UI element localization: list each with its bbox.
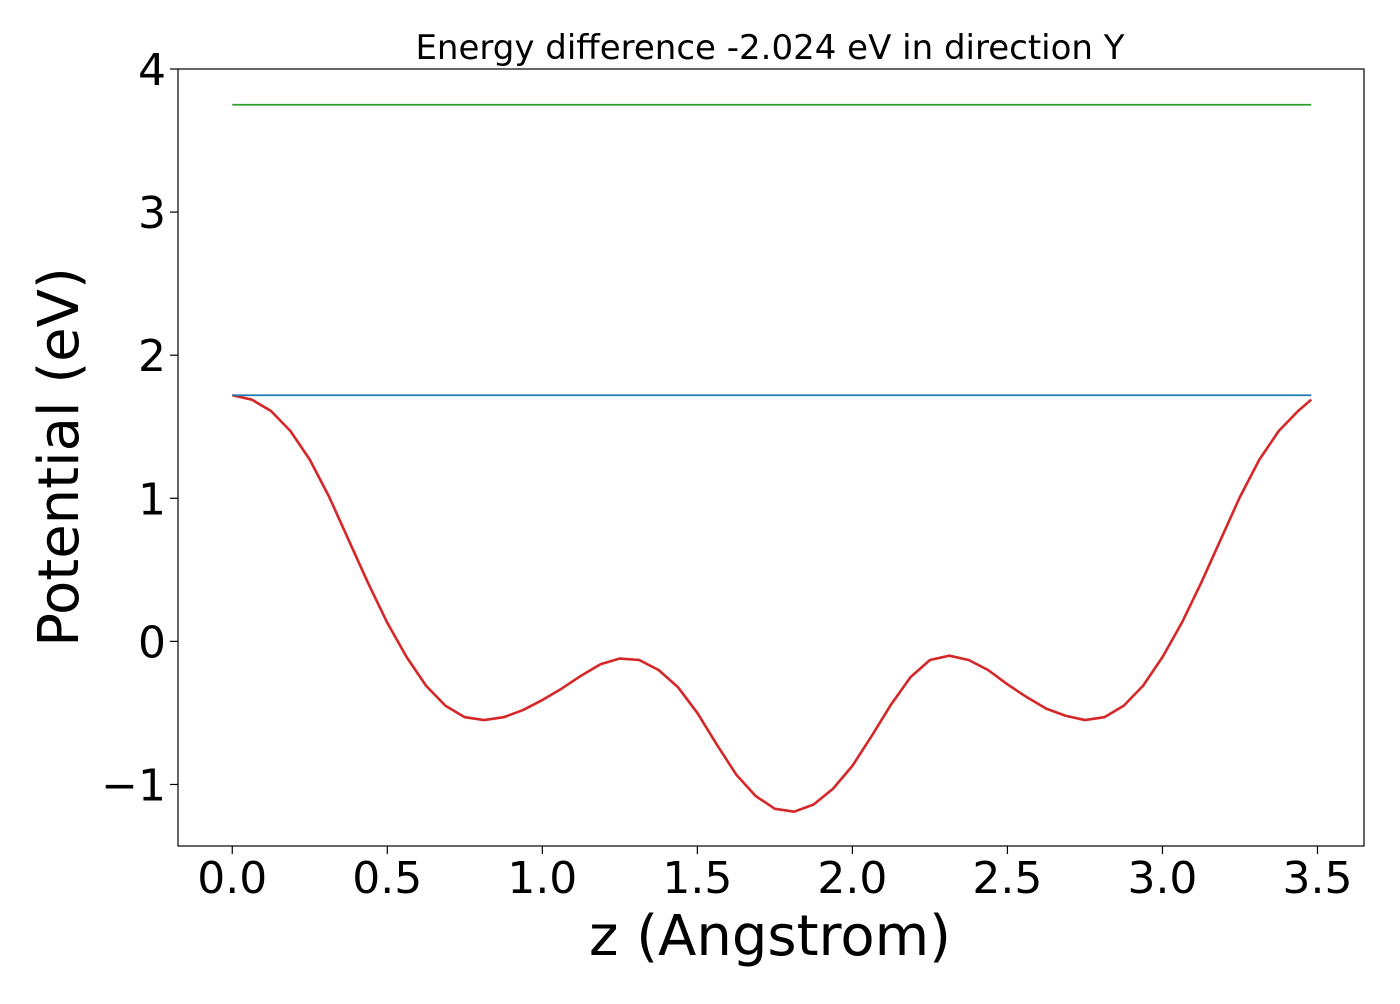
y-tick-label: 3 [138, 188, 166, 239]
series-0 [232, 395, 1311, 812]
y-tick-label: 2 [138, 331, 166, 382]
series-layer [232, 105, 1311, 812]
x-axis-label: z (Angstrom) [589, 904, 951, 969]
chart-title: Energy difference -2.024 eV in direction… [415, 28, 1124, 68]
x-tick-label: 0.5 [352, 853, 422, 904]
x-tick-label: 3.5 [1282, 853, 1352, 904]
series-line-0 [232, 395, 1311, 811]
y-tick-label: −1 [101, 760, 166, 811]
x-tick-label: 2.5 [972, 853, 1042, 904]
x-tick-label: 2.0 [817, 853, 887, 904]
y-axis-label: Potential (eV) [27, 267, 92, 647]
x-tick-label: 1.5 [662, 853, 732, 904]
y-tick-label: 0 [138, 617, 166, 668]
y-tick-label: 4 [138, 45, 166, 96]
x-tick-label: 3.0 [1127, 853, 1197, 904]
y-tick-label: 1 [138, 474, 166, 525]
plot-frame [178, 69, 1364, 846]
x-tick-label: 0.0 [197, 853, 267, 904]
y-axis-ticks: −1 0 1 2 3 4 [101, 45, 178, 811]
x-axis-ticks: 0.0 0.5 1.0 1.5 2.0 2.5 3.0 3.5 [197, 846, 1352, 904]
x-tick-label: 1.0 [507, 853, 577, 904]
